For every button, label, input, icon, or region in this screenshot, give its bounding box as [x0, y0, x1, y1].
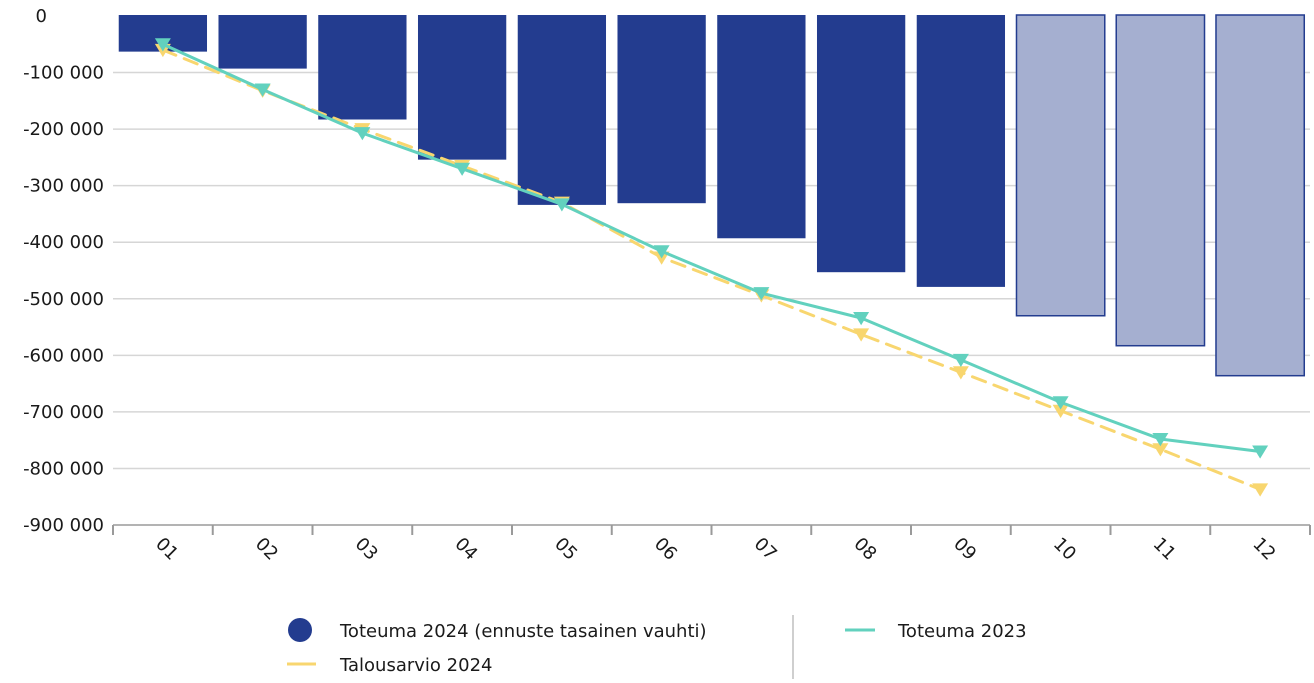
y-tick-label: -400 000 [23, 232, 104, 253]
bar-09 [916, 15, 1006, 287]
toteuma-2023-point-10 [1052, 396, 1069, 410]
bar-06 [617, 15, 706, 204]
y-tick-label: -100 000 [23, 63, 104, 84]
bar-03 [318, 15, 407, 120]
x-tick-label: 07 [750, 534, 781, 565]
bar-10 [1015, 14, 1106, 317]
toteuma-2023-point-12 [1252, 445, 1269, 459]
talousarvio-2024-point-10 [1052, 404, 1069, 418]
y-tick-label: -500 000 [23, 289, 104, 310]
x-tick-label: 02 [251, 534, 282, 565]
x-tick-label: 11 [1149, 534, 1180, 565]
toteuma-2023-point-03 [354, 127, 371, 141]
x-tick-label: 04 [450, 534, 481, 565]
y-tick-label: 0 [36, 6, 47, 27]
x-tick-label: 08 [849, 534, 880, 565]
talousarvio-2024-line [161, 48, 1262, 491]
x-tick-label: 05 [550, 534, 581, 565]
toteuma-2023-line [161, 42, 1262, 453]
legend: Toteuma 2024 (ennuste tasainen vauhti) Ta… [287, 615, 1027, 679]
toteuma-2023-point-04 [454, 162, 471, 176]
bar-07 [717, 15, 806, 239]
talousarvio-2024-point-08 [853, 328, 870, 342]
bar-02 [218, 15, 307, 69]
toteuma-2023-point-09 [952, 353, 969, 368]
bar-04 [417, 15, 507, 160]
x-tick-label: 03 [351, 534, 382, 565]
x-tick-label: 06 [650, 534, 681, 565]
toteuma-2023-point-01 [154, 38, 171, 52]
x-tick-label: 10 [1049, 534, 1080, 565]
bar-11 [1115, 14, 1206, 347]
y-tick-label: -700 000 [23, 402, 104, 423]
y-tick-label: -900 000 [23, 515, 104, 536]
x-tick-label: 09 [949, 534, 980, 565]
bar-05 [517, 15, 607, 205]
bar-12 [1215, 14, 1306, 377]
talousarvio-2024-point-09 [952, 366, 969, 380]
legend-label: Toteuma 2023 [897, 621, 1027, 642]
legend-label: Talousarvio 2024 [339, 655, 492, 676]
toteuma-2023-point-06 [653, 245, 670, 259]
x-tick-label: 01 [151, 534, 182, 565]
toteuma-2023-point-11 [1152, 433, 1169, 447]
bar-series [118, 14, 1306, 377]
toteuma-2023-point-05 [553, 198, 570, 212]
y-tick-label: -200 000 [23, 119, 104, 140]
toteuma-2023-point-07 [753, 287, 770, 301]
legend-circle-marker [288, 618, 312, 642]
toteuma-2023-point-02 [254, 83, 271, 97]
talousarvio-2024-point-11 [1152, 443, 1169, 457]
legend-label: Toteuma 2024 (ennuste tasainen vauhti) [339, 621, 707, 642]
talousarvio-2024-point-12 [1252, 483, 1269, 497]
y-tick-label: -600 000 [23, 345, 104, 366]
bar-08 [816, 15, 906, 273]
y-tick-label: -800 000 [23, 458, 104, 479]
toteuma-2023-point-08 [853, 312, 870, 326]
y-tick-label: -300 000 [23, 176, 104, 197]
line-series [154, 38, 1269, 497]
gridlines [113, 71, 1310, 470]
x-tick-label: 12 [1248, 534, 1279, 565]
